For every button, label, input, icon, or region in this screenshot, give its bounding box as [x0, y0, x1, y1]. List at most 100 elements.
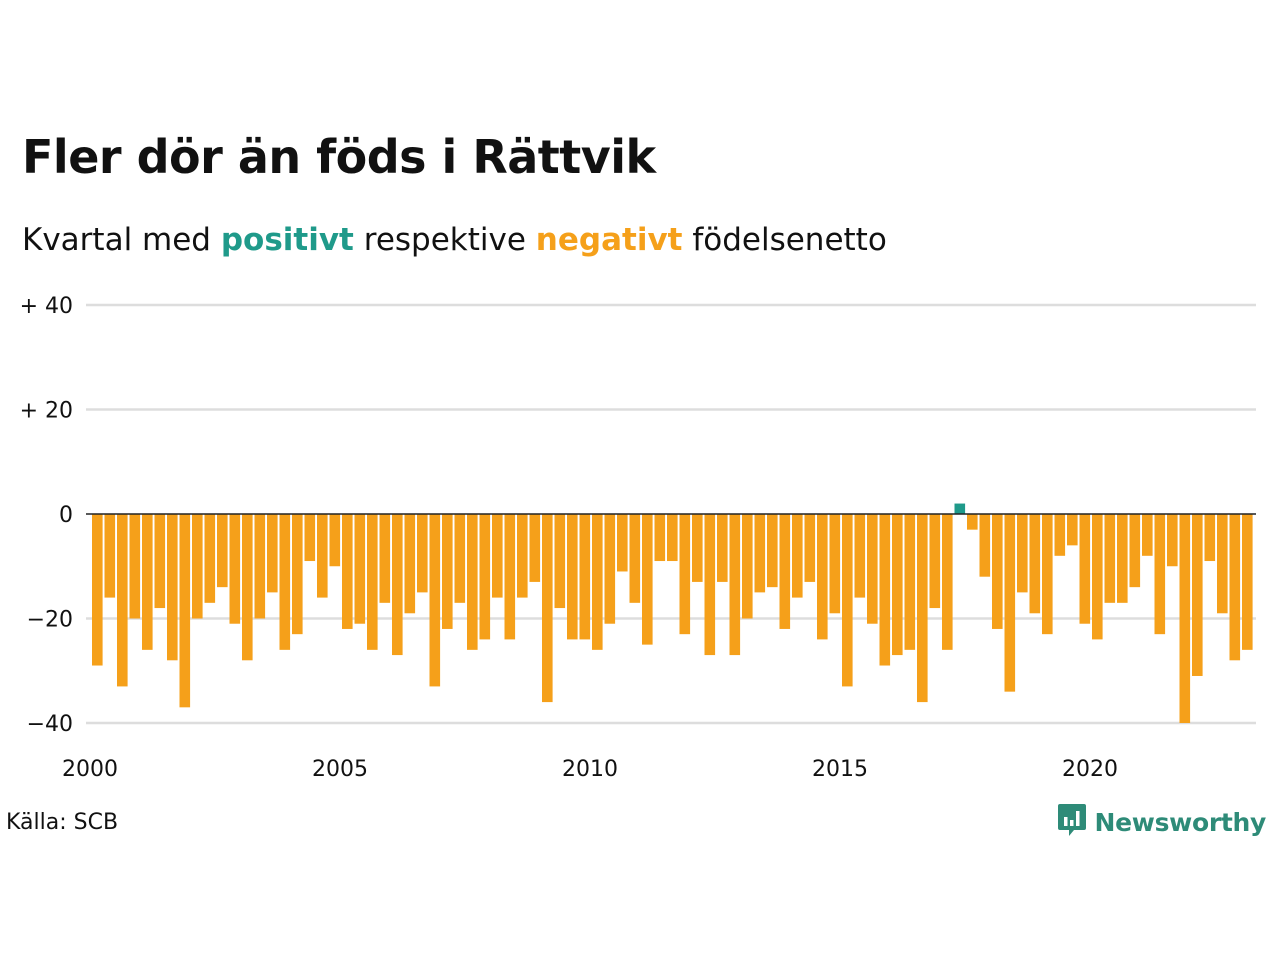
- bar: 2005 K1: -22: [342, 514, 353, 629]
- bar: 2020 K2: -17: [1104, 514, 1116, 603]
- bar: 2004 K2: -9: [304, 514, 316, 562]
- source-note: Källa: SCB: [6, 810, 119, 835]
- bar: 2006 K4: -33: [429, 514, 441, 687]
- bar: 2017 K3: -3: [967, 514, 978, 530]
- bar: 2011 K2: -9: [654, 514, 666, 562]
- bar: 2013 K2: -15: [754, 514, 766, 593]
- bar: 2006 K2: -19: [404, 514, 416, 614]
- subtitle-middle: respektive: [363, 222, 526, 258]
- bar: 2009 K2: -18: [554, 514, 566, 609]
- bar: 2003 K1: -28: [242, 514, 253, 661]
- y-tick-label: −40: [27, 712, 73, 737]
- bar: 2001 K1: -26: [142, 514, 153, 650]
- bar: 2018 K1: -22: [992, 514, 1003, 629]
- bar: 2000 K1: -29: [92, 514, 103, 666]
- bar: 2020 K1: -24: [1092, 514, 1103, 640]
- bar: 2019 K3: -6: [1067, 514, 1078, 546]
- bar: 2010 K1: -26: [592, 514, 603, 650]
- bar: 2015 K4: -29: [879, 514, 891, 666]
- bar: 2015 K2: -16: [854, 514, 866, 598]
- bar: 2014 K1: -16: [792, 514, 803, 598]
- bar: 2021 K3: -10: [1167, 514, 1178, 567]
- bar: 2016 K1: -27: [892, 514, 903, 656]
- bar: 2005 K4: -17: [379, 514, 391, 603]
- bar: 2000 K2: -16: [104, 514, 116, 598]
- bar: 2020 K4: -14: [1129, 514, 1141, 588]
- bar: 2022 K3: -19: [1217, 514, 1228, 614]
- y-tick-label: + 40: [20, 294, 73, 319]
- newsworthy-logo-icon: [1057, 802, 1087, 842]
- bar: 2000 K4: -20: [129, 514, 141, 619]
- bar: 2006 K1: -27: [392, 514, 403, 656]
- subtitle-suffix: födelsenetto: [692, 222, 887, 258]
- chart-title: Fler dör än föds i Rättvik: [22, 130, 656, 184]
- bar: 2005 K2: -21: [354, 514, 366, 624]
- bar: 2021 K4: -40: [1179, 514, 1191, 723]
- bar: 2019 K2: -8: [1054, 514, 1066, 556]
- chart-subtitle: Kvartal med positivt respektive negativt…: [22, 222, 887, 258]
- bar: 2019 K1: -23: [1042, 514, 1053, 635]
- subtitle-positive-word: positivt: [220, 222, 354, 258]
- bar: 2011 K1: -25: [642, 514, 653, 645]
- brand-logo: Newsworthy: [1057, 802, 1267, 842]
- bar: 2011 K3: -9: [667, 514, 678, 562]
- bar: 2009 K4: -24: [579, 514, 591, 640]
- bar: 2013 K1: -20: [742, 514, 753, 619]
- brand-name: Newsworthy: [1094, 807, 1267, 837]
- bar: 2013 K4: -22: [779, 514, 791, 629]
- bar: 2009 K3: -24: [567, 514, 578, 640]
- bar: 2007 K4: -24: [479, 514, 491, 640]
- bar: 2014 K4: -19: [829, 514, 841, 614]
- bar: 2007 K1: -22: [442, 514, 453, 629]
- bar: 2012 K3: -13: [717, 514, 728, 582]
- bar: 2018 K3: -15: [1017, 514, 1028, 593]
- bar: 2009 K1: -36: [542, 514, 553, 703]
- bar: 2004 K1: -23: [292, 514, 303, 635]
- bar: 2000 K3: -33: [117, 514, 128, 687]
- bar: 2017 K4: -12: [979, 514, 991, 577]
- bar: 2016 K4: -18: [929, 514, 941, 609]
- bar: 2018 K4: -19: [1029, 514, 1041, 614]
- x-tick-label: 2000: [62, 757, 118, 782]
- x-tick-label: 2010: [562, 757, 618, 782]
- bar: 2018 K2: -34: [1004, 514, 1016, 692]
- bar-chart: 2000 K1: -292000 K2: -162000 K3: -332000…: [20, 294, 1256, 782]
- bar: 2004 K4: -10: [329, 514, 341, 567]
- bar: 2004 K3: -16: [317, 514, 328, 598]
- bar: 2010 K3: -11: [617, 514, 628, 572]
- bar: 2001 K2: -18: [154, 514, 166, 609]
- bar: 2013 K3: -14: [767, 514, 778, 588]
- bar: 2021 K1: -8: [1142, 514, 1153, 556]
- bar: 2012 K2: -27: [704, 514, 716, 656]
- subtitle-negative-word: negativt: [535, 222, 683, 258]
- y-tick-label: + 20: [20, 399, 73, 424]
- bar: 2008 K1: -16: [492, 514, 503, 598]
- bar: 2011 K4: -23: [679, 514, 691, 635]
- bar: 2022 K2: -9: [1204, 514, 1216, 562]
- bar: 2022 K4: -28: [1229, 514, 1241, 661]
- bar: 2014 K2: -13: [804, 514, 816, 582]
- bar: 2001 K4: -37: [179, 514, 191, 708]
- bar: 2002 K3: -14: [217, 514, 228, 588]
- bar: 2017 K2: 2: [954, 503, 966, 514]
- bar: 2010 K4: -17: [629, 514, 641, 603]
- bar: 2010 K2: -21: [604, 514, 616, 624]
- bar: 2012 K4: -27: [729, 514, 741, 656]
- x-tick-label: 2020: [1062, 757, 1118, 782]
- bar: 2008 K3: -16: [517, 514, 528, 598]
- bar: 2005 K3: -26: [367, 514, 378, 650]
- bar: 2002 K4: -21: [229, 514, 241, 624]
- bar: 2007 K2: -17: [454, 514, 466, 603]
- bar: 2006 K3: -15: [417, 514, 428, 593]
- bar: 2012 K1: -13: [692, 514, 703, 582]
- bar: 2021 K2: -23: [1154, 514, 1166, 635]
- bar: 2008 K2: -24: [504, 514, 516, 640]
- axis-labels: + 40 + 20 0 −20 −40 2000 2005 2010 2015 2020: [20, 294, 1118, 782]
- bar: 2016 K3: -36: [917, 514, 928, 703]
- bar: 2023 K1: -26: [1242, 514, 1253, 650]
- bar: 2003 K3: -15: [267, 514, 278, 593]
- bar: 2015 K3: -21: [867, 514, 878, 624]
- bar: 2002 K2: -17: [204, 514, 216, 603]
- x-tick-label: 2015: [812, 757, 868, 782]
- bar: 2015 K1: -33: [842, 514, 853, 687]
